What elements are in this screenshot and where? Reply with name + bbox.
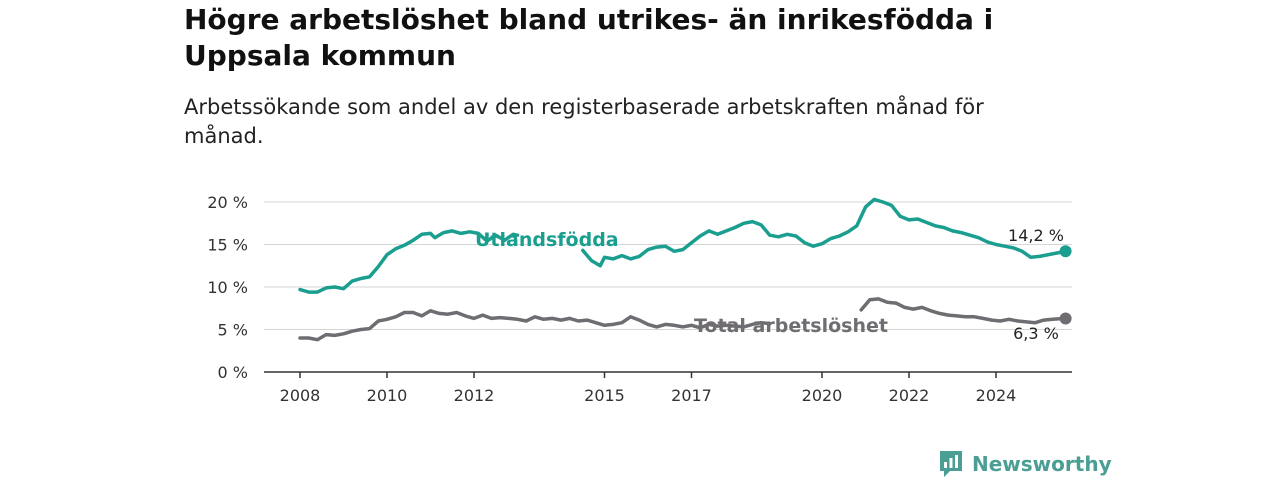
y-tick-label: 10 % [207, 278, 248, 297]
x-tick-label: 2010 [367, 386, 408, 405]
y-tick-label: 20 % [207, 193, 248, 212]
series-label-total: Total arbetslöshet [694, 315, 888, 337]
x-tick-label: 2022 [889, 386, 930, 405]
series-line-total [298, 309, 772, 342]
x-tick-label: 2015 [584, 386, 625, 405]
x-tick-label: 2008 [280, 386, 321, 405]
y-tick-label: 5 % [218, 321, 248, 340]
end-value-label-total: 6,3 % [1013, 324, 1059, 343]
y-tick-label: 0 % [218, 363, 248, 382]
y-tick-label: 15 % [207, 236, 248, 255]
series-end-dot [1059, 245, 1072, 258]
series-line-utlandsfodda [298, 229, 520, 294]
brand-name: Newsworthy [972, 452, 1112, 476]
series-end-dot [1059, 312, 1072, 325]
brand-logo: Newsworthy [938, 448, 1112, 480]
newsworthy-logo-icon [940, 451, 962, 477]
x-tick-label: 2024 [976, 386, 1017, 405]
x-tick-label: 2020 [802, 386, 843, 405]
end-value-label-utlandsfodda: 14,2 % [1008, 226, 1064, 245]
chart-title: Högre arbetslöshet bland utrikes- än inr… [184, 3, 994, 72]
x-tick-label: 2012 [454, 386, 495, 405]
series-label-utlandsfodda: Utlandsfödda [475, 229, 619, 251]
series-line-utlandsfodda [581, 197, 1068, 268]
chart-subtitle: Arbetssökande som andel av den registerb… [184, 95, 984, 148]
series-line-total [859, 297, 1068, 325]
x-tick-label: 2017 [671, 386, 712, 405]
